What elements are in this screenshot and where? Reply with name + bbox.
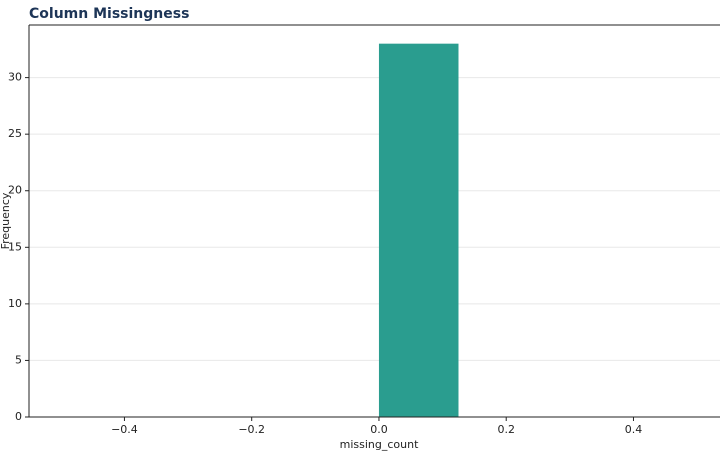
x-tick-label: −0.4 (111, 423, 138, 436)
x-tick-label: 0.0 (370, 423, 388, 436)
x-tick-label: 0.2 (497, 423, 515, 436)
bar (378, 43, 459, 418)
y-tick-label: 25 (8, 127, 22, 140)
y-axis-label: Frequency (0, 192, 12, 249)
chart-title: Column Missingness (29, 6, 189, 22)
y-tick-label: 30 (8, 71, 22, 84)
y-tick-label: 20 (8, 184, 22, 197)
x-tick-label: 0.4 (625, 423, 643, 436)
axes-frame (28, 24, 720, 418)
y-tick-label: 15 (8, 240, 22, 253)
y-tick-label: 5 (15, 353, 22, 366)
x-tick-label: −0.2 (238, 423, 265, 436)
y-tick-label: 10 (8, 297, 22, 310)
y-tick-label: 0 (15, 410, 22, 423)
x-axis-label: missing_count (340, 438, 419, 451)
